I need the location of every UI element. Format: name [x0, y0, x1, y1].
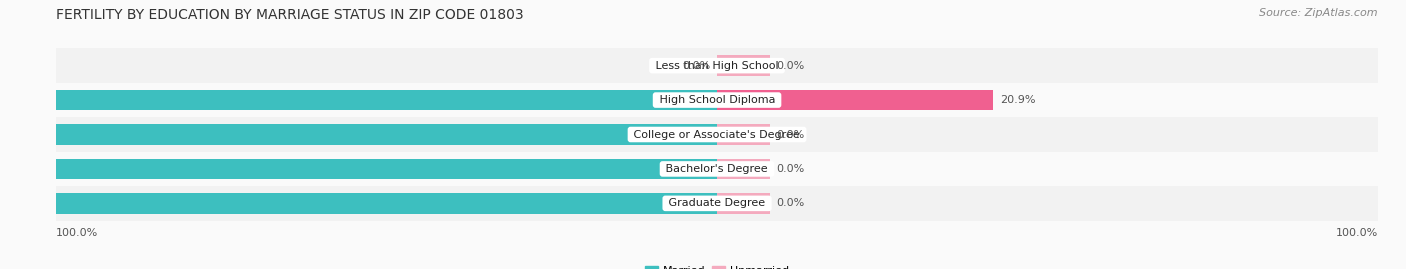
Bar [717, 90, 993, 110]
Bar [56, 152, 1378, 186]
Bar [56, 117, 1378, 152]
Bar [0, 159, 717, 179]
Bar [717, 193, 770, 214]
Text: 100.0%: 100.0% [56, 228, 98, 238]
Text: College or Associate's Degree: College or Associate's Degree [630, 129, 804, 140]
Text: High School Diploma: High School Diploma [655, 95, 779, 105]
Text: Source: ZipAtlas.com: Source: ZipAtlas.com [1260, 8, 1378, 18]
Text: 100.0%: 100.0% [1336, 228, 1378, 238]
Text: Bachelor's Degree: Bachelor's Degree [662, 164, 772, 174]
Text: 0.0%: 0.0% [776, 164, 804, 174]
Text: 0.0%: 0.0% [776, 61, 804, 71]
Text: FERTILITY BY EDUCATION BY MARRIAGE STATUS IN ZIP CODE 01803: FERTILITY BY EDUCATION BY MARRIAGE STATU… [56, 8, 524, 22]
Bar [717, 55, 770, 76]
Bar [56, 83, 1378, 117]
Text: 0.0%: 0.0% [682, 61, 710, 71]
Bar [717, 159, 770, 179]
Bar [0, 124, 717, 145]
Text: Less than High School: Less than High School [652, 61, 782, 71]
Text: 20.9%: 20.9% [1000, 95, 1035, 105]
Bar [0, 193, 717, 214]
Bar [56, 48, 1378, 83]
Bar [0, 90, 717, 110]
Bar [56, 186, 1378, 221]
Bar [717, 124, 770, 145]
Text: Graduate Degree: Graduate Degree [665, 198, 769, 208]
Legend: Married, Unmarried: Married, Unmarried [641, 261, 793, 269]
Text: 0.0%: 0.0% [776, 198, 804, 208]
Text: 0.0%: 0.0% [776, 129, 804, 140]
